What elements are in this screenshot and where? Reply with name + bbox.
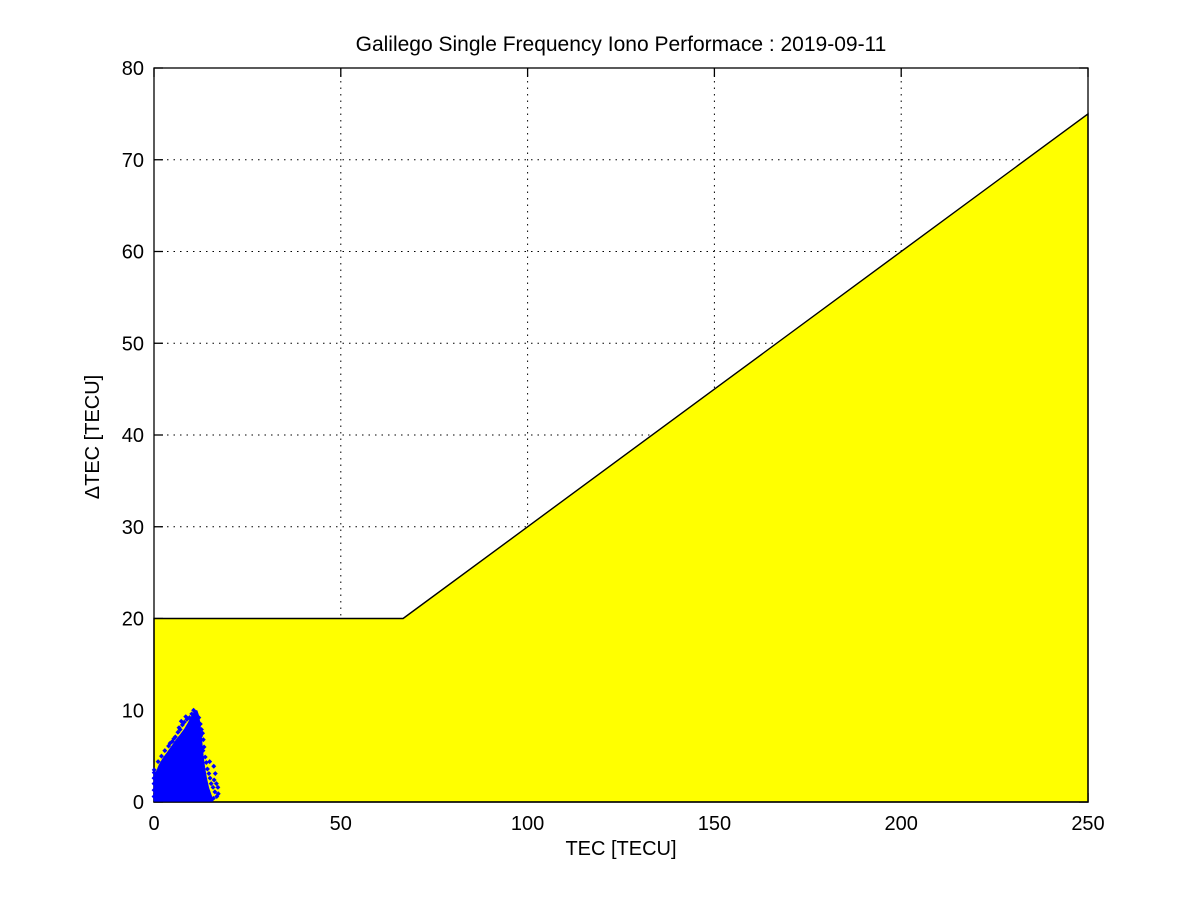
scatter-point	[206, 771, 212, 777]
x-tick-label: 0	[148, 813, 159, 835]
scatter-point	[175, 729, 181, 735]
scatter-point	[208, 781, 214, 787]
x-tick-label: 100	[511, 813, 544, 835]
scatter-point	[151, 794, 157, 799]
y-tick-label: 80	[122, 58, 144, 80]
x-tick-labels: 0 50 100 150 200 250	[148, 813, 1104, 835]
scatter-cluster	[151, 707, 221, 802]
x-tick-label: 150	[698, 813, 731, 835]
scatter-point	[212, 789, 218, 795]
scatter-point	[211, 777, 217, 783]
scatter-point	[200, 730, 206, 736]
y-tick-label: 40	[122, 425, 144, 447]
scatter-point	[215, 784, 221, 790]
scatter-point	[215, 791, 221, 797]
scatter-point	[191, 707, 197, 713]
y-tick-label: 30	[122, 517, 144, 539]
scatter-point	[187, 715, 192, 721]
y-tick-labels: 0 10 20 30 40 50 60 70 80	[122, 58, 144, 814]
x-tick-label: 200	[885, 813, 918, 835]
scatter-point	[151, 787, 157, 793]
scatter-point	[155, 759, 161, 765]
scatter-point	[202, 754, 208, 760]
scatter-point	[210, 795, 216, 801]
scatter-point	[201, 744, 207, 750]
scatter-point	[200, 737, 206, 743]
scatter-point	[167, 740, 173, 746]
scatter-point	[207, 759, 213, 765]
y-tick-label: 0	[133, 792, 144, 814]
x-axis-label: TEC [TECU]	[565, 838, 676, 860]
scatter-point	[183, 714, 189, 720]
scatter-point	[212, 771, 218, 777]
scatter-point	[196, 715, 202, 721]
y-tick-label: 60	[122, 242, 144, 264]
scatter-point	[210, 784, 216, 790]
scatter-point	[200, 748, 206, 754]
scatter-point	[162, 748, 168, 754]
y-tick-label: 20	[122, 609, 144, 631]
chart-title: Galilego Single Frequency Iono Performac…	[356, 33, 887, 56]
scatter-point	[197, 721, 203, 727]
x-tick-label: 250	[1071, 813, 1104, 835]
scatter-point	[204, 766, 210, 772]
scatter-point	[151, 775, 157, 781]
axes-box	[153, 67, 1089, 803]
scatter-point	[158, 753, 164, 759]
scatter-point	[207, 775, 213, 781]
scatter-point	[151, 767, 157, 773]
x-tick-label: 50	[330, 813, 352, 835]
y-tick-label: 70	[122, 150, 144, 172]
y-tick-label: 50	[122, 333, 144, 355]
y-axis-label: ΔTEC [TECU]	[82, 375, 104, 499]
scatter-point	[151, 781, 157, 787]
scatter-point	[189, 711, 195, 717]
scatter-core-blob	[153, 710, 214, 802]
scatter-point	[211, 763, 217, 769]
scatter-point	[151, 770, 157, 776]
scatter-point	[171, 736, 177, 742]
y-tick-label: 10	[122, 700, 144, 722]
scatter-point	[198, 727, 204, 732]
scatter-point	[213, 781, 219, 787]
scatter-point	[178, 718, 184, 724]
scatter-point	[176, 725, 182, 731]
